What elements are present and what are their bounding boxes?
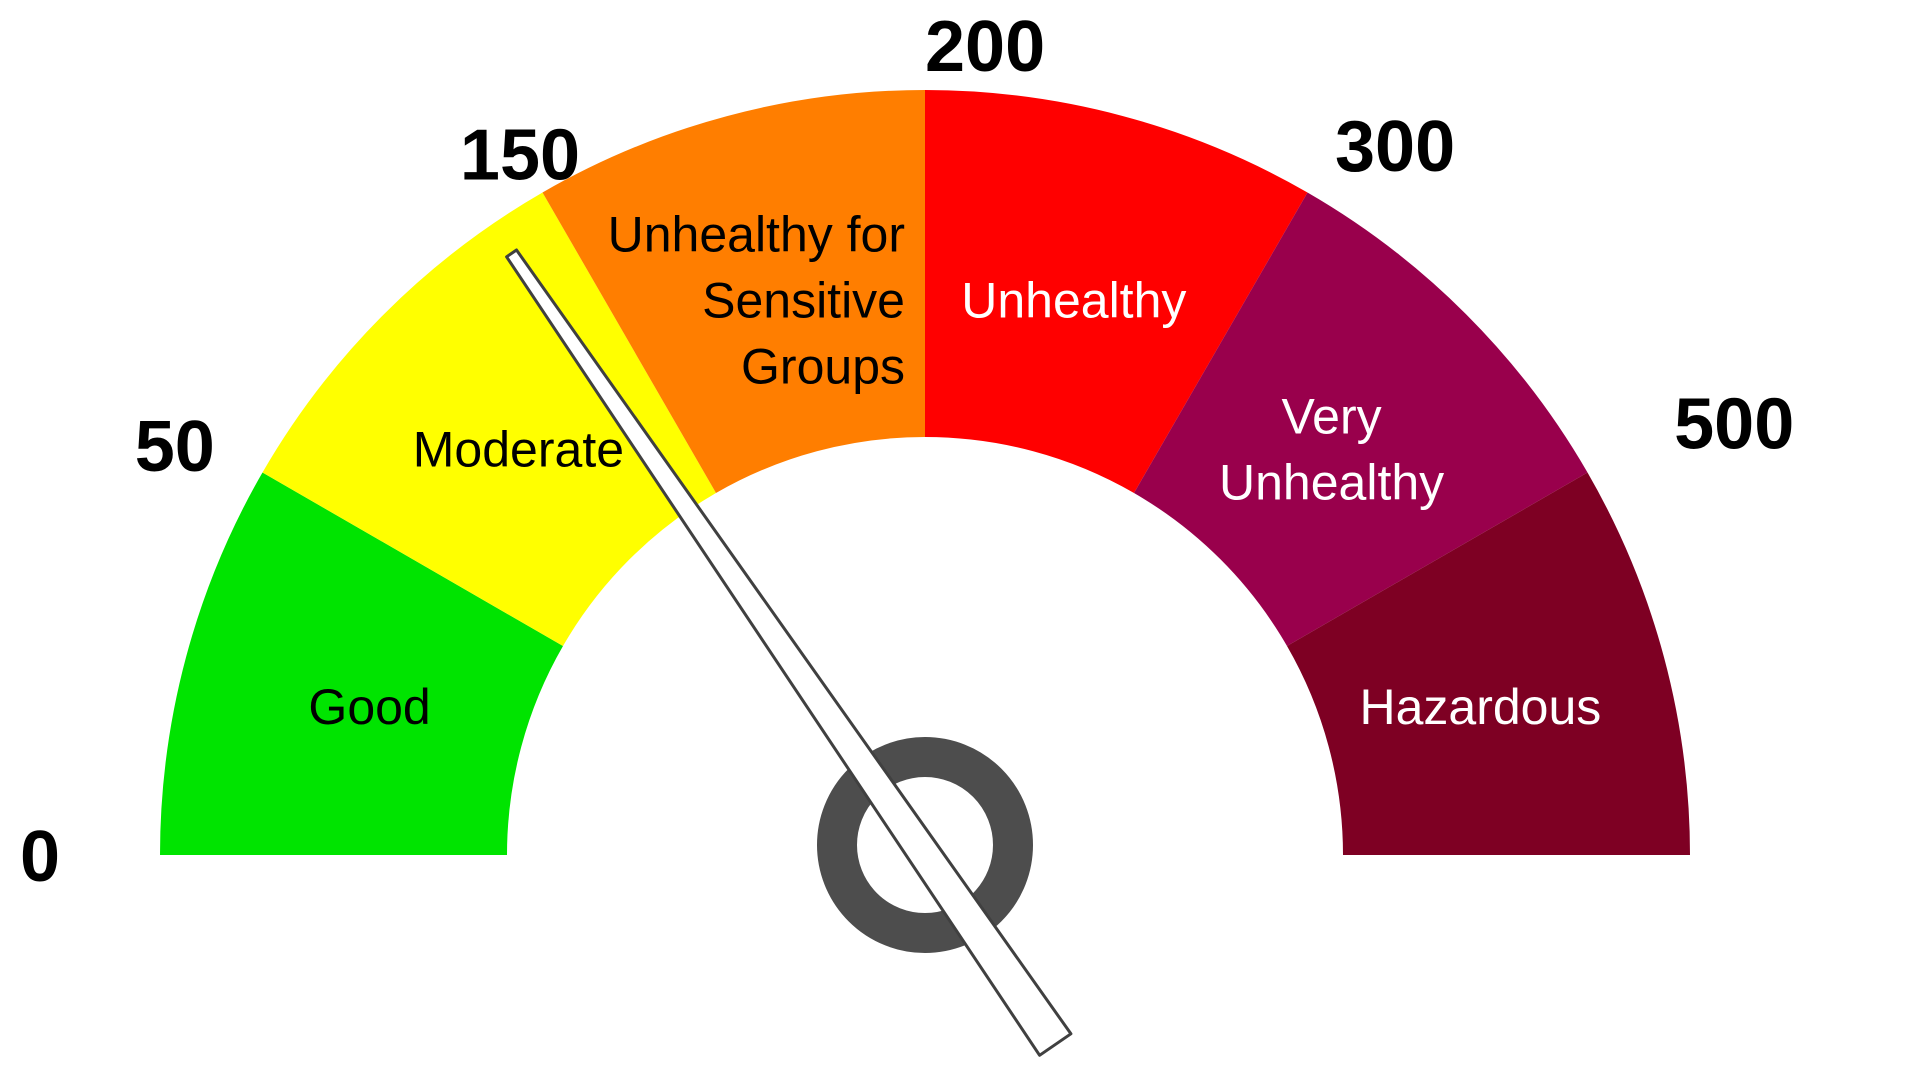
gauge-needle-group: [505, 248, 1073, 1057]
gauge-tick-300: 300: [1335, 107, 1455, 187]
gauge-band-label-line: Moderate: [413, 421, 624, 477]
gauge-bands: [160, 90, 1690, 855]
gauge-band-moderate: [262, 192, 716, 646]
gauge-band-label-line: Hazardous: [1360, 679, 1602, 735]
gauge-band-labels: Good Moderate Unhealthy for Sensitive Groups…: [308, 207, 1601, 736]
gauge-band-label-very-unhealthy: Very Unhealthy: [1219, 388, 1444, 510]
gauge-tick-500: 500: [1674, 385, 1794, 465]
gauge-band-label-line: Groups: [741, 339, 905, 395]
gauge-band-label-unhealthy-for-sensitive-groups: Unhealthy for Sensitive Groups: [608, 207, 905, 395]
gauge-band-very-unhealthy: [1134, 192, 1588, 646]
gauge-tick-200: 200: [925, 7, 1045, 87]
gauge-band-unhealthy-for-sensitive-groups: [542, 90, 925, 494]
gauge-band-label-good: Good: [308, 679, 430, 735]
gauge-band-label-line: Unhealthy: [1219, 454, 1444, 510]
gauge-band-label-line: Sensitive: [702, 273, 905, 329]
gauge-hub: [817, 737, 1033, 953]
gauge-scale-ticks: 0 50 150 200 300 500: [20, 7, 1794, 897]
gauge-band-label-line: Very: [1282, 388, 1382, 444]
gauge-band-label-moderate: Moderate: [413, 421, 624, 477]
gauge-band-label-line: Unhealthy: [961, 273, 1186, 329]
gauge-band-label-hazardous: Hazardous: [1360, 679, 1602, 735]
gauge-band-good: [160, 472, 564, 855]
gauge-tick-0: 0: [20, 817, 60, 897]
gauge-band-label-line: Unhealthy for: [608, 207, 905, 263]
gauge-tick-50: 50: [135, 407, 215, 487]
gauge-band-hazardous: [1286, 472, 1690, 855]
gauge-band-label-unhealthy: Unhealthy: [961, 273, 1186, 329]
gauge-band-label-line: Good: [308, 679, 430, 735]
gauge-band-unhealthy: [925, 90, 1308, 494]
gauge-tick-150: 150: [460, 116, 580, 196]
gauge-needle: [505, 248, 1073, 1057]
